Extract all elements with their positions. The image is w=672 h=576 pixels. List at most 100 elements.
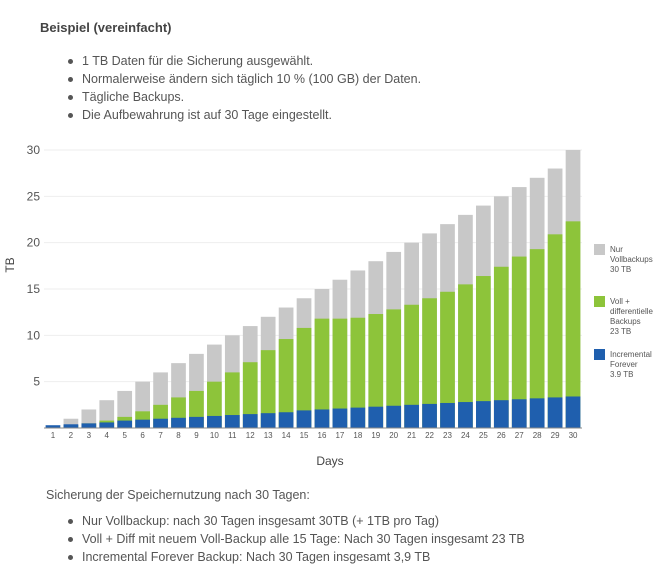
- bar-series-3-day-27: [511, 399, 527, 428]
- y-tick-label: 20: [27, 236, 41, 250]
- bar-series-3-day-11: [224, 415, 240, 428]
- x-tick-label: 25: [479, 431, 488, 440]
- bar-series-3-day-19: [368, 406, 384, 428]
- bar-series-2-day-14: [278, 339, 294, 428]
- bar-series-3-day-21: [404, 404, 419, 428]
- bar-series-2-day-11: [224, 372, 240, 428]
- x-tick-label: 15: [300, 431, 309, 440]
- page-heading: Beispiel (vereinfacht): [40, 20, 172, 35]
- legend-label: Incremental: [610, 350, 652, 359]
- intro-bullet: Die Aufbewahrung ist auf 30 Tage eingest…: [66, 106, 421, 124]
- bar-series-3-day-30: [565, 396, 581, 428]
- bar-series-2-day-22: [422, 298, 437, 428]
- x-tick-label: 8: [176, 431, 181, 440]
- x-tick-label: 6: [140, 431, 145, 440]
- bar-series-3-day-23: [440, 402, 455, 428]
- bar-series-2-day-19: [368, 314, 384, 428]
- legend-swatch: [594, 244, 605, 255]
- bar-series-1-day-3: [81, 409, 97, 428]
- legend-label: Backups: [610, 317, 641, 326]
- summary-bullet: Nur Vollbackup: nach 30 Tagen insgesamt …: [66, 512, 525, 530]
- x-tick-labels: 1 2 3 4 5 6 7 8 9 10 11 12 13 14 15 16 17 18 19 20 21 22 23 24 2…: [51, 431, 578, 440]
- summary-bullet: Voll + Diff mit neuem Voll-Backup alle 1…: [66, 530, 525, 548]
- bar-series-2-day-15: [296, 327, 312, 428]
- bar-series-3-day-1: [45, 425, 61, 428]
- bar-series-3-day-7: [153, 418, 168, 428]
- x-tick-label: 10: [210, 431, 219, 440]
- bar-series-2-day-17: [332, 318, 348, 428]
- x-tick-label: 1: [51, 431, 56, 440]
- summary-bullet: Incremental Forever Backup: Nach 30 Tage…: [66, 548, 525, 566]
- bar-series-3-day-22: [422, 403, 437, 428]
- x-tick-label: 2: [69, 431, 74, 440]
- intro-bullet: Tägliche Backups.: [66, 88, 421, 106]
- summary-title: Sicherung der Speichernutzung nach 30 Ta…: [46, 488, 310, 502]
- x-tick-label: 16: [318, 431, 327, 440]
- bar-series-2-day-23: [440, 291, 455, 428]
- bar-series-2-day-13: [260, 350, 276, 428]
- legend-swatch: [594, 349, 605, 360]
- bar-series-2-day-29: [547, 234, 563, 428]
- legend-label: 23 TB: [610, 327, 631, 336]
- bar-series-3-day-14: [278, 412, 294, 428]
- bar-series-2-day-24: [458, 284, 473, 428]
- intro-bullet: 1 TB Daten für die Sicherung ausgewählt.: [66, 52, 421, 70]
- legend-label: Vollbackups: [610, 255, 653, 264]
- bar-series-3-day-4: [99, 422, 115, 428]
- bar-series-3-day-13: [260, 413, 276, 428]
- bar-series-3-day-5: [117, 420, 133, 428]
- bar-series-3-day-6: [135, 419, 150, 428]
- bar-series-3-day-29: [547, 397, 563, 428]
- legend-swatch: [594, 296, 605, 307]
- legend-label: 30 TB: [610, 265, 631, 274]
- x-tick-label: 26: [497, 431, 506, 440]
- legend-label: differentielle: [610, 307, 654, 316]
- bar-series-3-day-2: [63, 424, 79, 428]
- bar-series-3-day-25: [476, 401, 491, 428]
- x-tick-label: 24: [461, 431, 470, 440]
- y-tick-label: 30: [27, 143, 41, 157]
- bar-series-3-day-17: [332, 408, 348, 428]
- chart-grid: [44, 149, 582, 383]
- x-tick-label: 11: [228, 431, 237, 440]
- bar-series-2-day-26: [493, 266, 509, 428]
- x-tick-label: 17: [335, 431, 344, 440]
- legend-label: Nur: [610, 245, 623, 254]
- bar-series-2-day-27: [511, 256, 527, 428]
- x-tick-label: 7: [158, 431, 163, 440]
- bar-series-3-day-10: [207, 415, 222, 428]
- y-tick-label: 5: [33, 375, 40, 389]
- x-tick-label: 4: [105, 431, 110, 440]
- y-tick-label: 15: [27, 282, 41, 296]
- intro-bullet: Normalerweise ändern sich täglich 10 % (…: [66, 70, 421, 88]
- bar-series-2-day-20: [386, 309, 402, 428]
- bar-series-2-day-30: [565, 221, 581, 428]
- chart-bars: [45, 150, 581, 428]
- bar-series-3-day-20: [386, 405, 402, 428]
- legend-label: 3.9 TB: [610, 370, 633, 379]
- x-tick-label: 13: [264, 431, 273, 440]
- bar-series-3-day-3: [81, 423, 97, 428]
- bar-series-2-day-21: [404, 304, 419, 428]
- bar-series-1-day-2: [63, 418, 79, 428]
- x-tick-label: 27: [515, 431, 524, 440]
- y-tick-labels: 5 10 15 20 25 30: [27, 143, 41, 389]
- legend-label: Forever: [610, 360, 638, 369]
- x-tick-label: 12: [246, 431, 255, 440]
- bar-series-2-day-16: [314, 318, 330, 428]
- y-tick-label: 10: [27, 328, 41, 342]
- x-axis-label: Days: [316, 454, 343, 468]
- bar-series-3-day-15: [296, 410, 312, 428]
- x-tick-label: 23: [443, 431, 452, 440]
- x-tick-label: 19: [371, 431, 380, 440]
- y-axis-label: TB: [3, 257, 17, 272]
- x-tick-label: 21: [407, 431, 416, 440]
- bar-series-3-day-12: [242, 414, 258, 428]
- bar-series-3-day-18: [350, 407, 366, 428]
- bar-series-3-day-16: [314, 409, 330, 428]
- bar-series-3-day-26: [493, 400, 509, 428]
- x-tick-label: 5: [122, 431, 127, 440]
- bar-series-2-day-28: [529, 249, 545, 428]
